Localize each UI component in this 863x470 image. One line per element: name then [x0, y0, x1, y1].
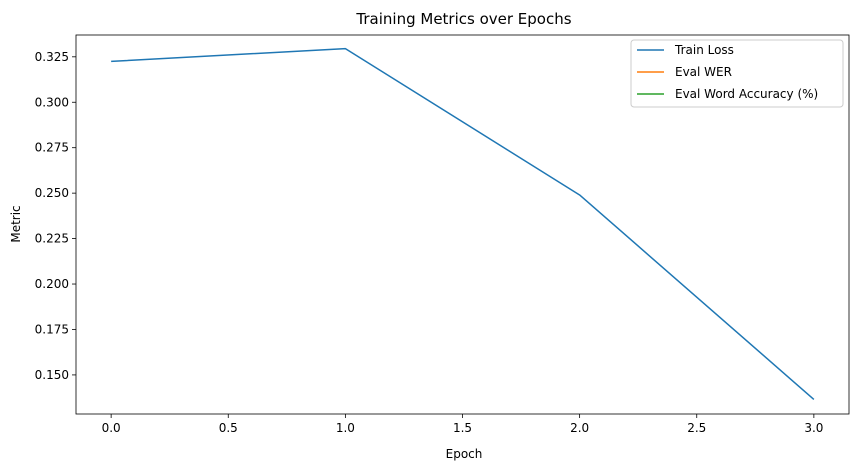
chart-title: Training Metrics over Epochs: [355, 10, 571, 28]
x-tick-label: 2.0: [570, 421, 589, 435]
x-tick-label: 3.0: [804, 421, 823, 435]
series-layer: [111, 47, 815, 401]
x-axis-label: Epoch: [446, 447, 483, 461]
x-tick-label: 0.5: [219, 421, 238, 435]
legend-label: Eval WER: [675, 65, 732, 79]
x-tick-label: 1.0: [336, 421, 355, 435]
legend-label: Eval Word Accuracy (%): [675, 87, 818, 101]
axis-ticks: 0.0 0.5 1.0 1.5 2.0 2.5 3.0 0.150 0.175 0.200 0.22…: [35, 50, 824, 435]
x-tick-label: 2.5: [687, 421, 706, 435]
y-tick-label: 0.225: [35, 232, 69, 246]
legend: Train Loss Eval WER Eval Word Accuracy (%): [630, 39, 844, 108]
y-tick-label: 0.300: [35, 95, 69, 109]
y-axis-label: Metric: [9, 205, 23, 242]
y-tick-label: 0.175: [35, 322, 69, 336]
x-tick-label: 1.5: [453, 421, 472, 435]
x-tick-label: 0.0: [102, 421, 121, 435]
legend-box: [630, 39, 844, 108]
y-tick-label: 0.150: [35, 368, 69, 382]
series-line-0: [111, 47, 815, 401]
legend-label: Train Loss: [674, 43, 734, 57]
y-tick-label: 0.200: [35, 277, 69, 291]
y-tick-label: 0.250: [35, 186, 69, 200]
y-tick-label: 0.325: [35, 50, 69, 64]
y-tick-label: 0.275: [35, 141, 69, 155]
